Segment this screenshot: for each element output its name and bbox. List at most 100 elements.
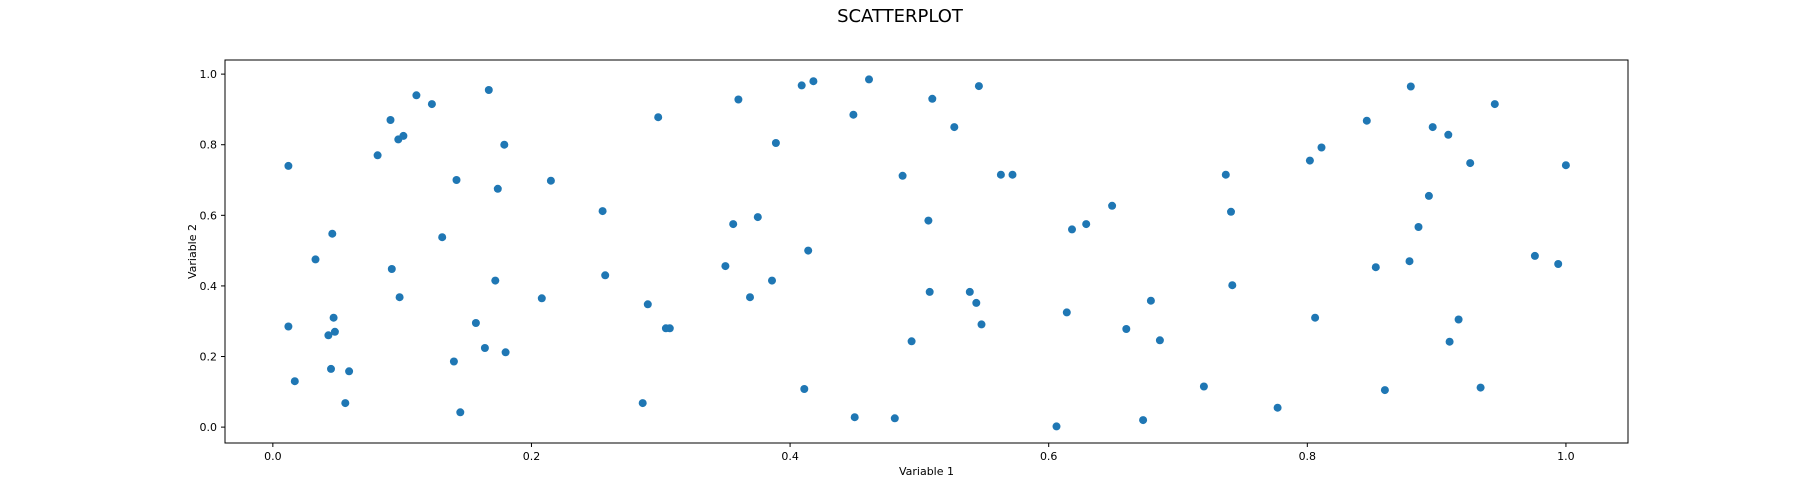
scatter-point [500, 140, 509, 149]
scatter-point [546, 176, 555, 185]
scatter-point [729, 220, 738, 229]
scatter-point [1082, 220, 1091, 229]
scatter-point [345, 367, 354, 376]
scatter-point [1273, 403, 1282, 412]
scatter-point [1122, 325, 1131, 333]
scatter-point [753, 213, 762, 222]
scatter-point [284, 161, 293, 170]
scatter-point [1155, 336, 1164, 345]
scatter-point [1228, 281, 1237, 290]
y-tick-label: 0.6 [200, 209, 218, 222]
scatter-point [928, 94, 937, 103]
chart-title: SCATTERPLOT [837, 6, 963, 27]
scatter-point [373, 151, 382, 160]
scatter-point [977, 320, 986, 329]
scatter-point [1317, 143, 1326, 152]
scatter-point [1380, 386, 1389, 395]
x-tick-label: 0.8 [1299, 450, 1317, 463]
scatter-point [1221, 170, 1230, 179]
scatter-point [438, 233, 447, 242]
scatter-point [290, 377, 299, 386]
scatter-point [1068, 225, 1076, 234]
scatter-point [974, 82, 983, 91]
y-tick-label: 0.8 [200, 139, 218, 152]
x-tick-label: 1.0 [1557, 450, 1575, 463]
x-tick-label: 0.6 [1040, 450, 1058, 463]
y-tick-label: 0.4 [200, 280, 218, 293]
scatter-point [1406, 82, 1415, 91]
y-tick-label: 0.2 [200, 351, 218, 364]
scatter-point [341, 399, 350, 408]
x-tick-label: 0.4 [781, 450, 799, 463]
scatter-point [537, 294, 546, 303]
scatter-point [328, 229, 337, 238]
scatter-point [1199, 382, 1208, 391]
scatter-point [501, 348, 510, 357]
scatter-point [950, 123, 959, 132]
x-tick-label: 0.2 [523, 450, 541, 463]
scatter-point [865, 75, 873, 84]
y-tick-label: 1.0 [200, 68, 218, 81]
scatter-point [849, 110, 858, 119]
scatter-point [809, 77, 818, 86]
scatter-point [925, 287, 934, 296]
scatter-point [598, 207, 607, 216]
scatter-point [452, 176, 461, 184]
scatter-point [386, 116, 395, 124]
scatter-point [771, 139, 780, 147]
scatter-point [890, 414, 899, 423]
scatter-point [1476, 383, 1485, 392]
scatter-point [924, 216, 933, 225]
scatter-point [1305, 156, 1314, 165]
scatter-point [665, 324, 674, 333]
scatter-point [1445, 337, 1454, 346]
scatter-point [449, 357, 458, 366]
scatter-point [1454, 315, 1463, 324]
scatter-point [804, 246, 813, 255]
scatter-point [1052, 422, 1061, 431]
x-axis-ticks: 0.0 0.2 0.4 0.6 0.8 1.0 [264, 443, 1575, 463]
scatter-point [471, 319, 480, 327]
scatter-point [311, 255, 320, 264]
y-tick-label: 0.0 [200, 421, 218, 434]
scatter-point [1561, 161, 1570, 170]
scatter-point [972, 298, 981, 307]
scatter-point [1444, 130, 1453, 139]
scatter-point [1405, 257, 1414, 266]
scatter-point [638, 399, 647, 408]
scatter-point [1008, 170, 1017, 179]
scatter-point [1139, 416, 1148, 425]
scatter-point [643, 300, 652, 309]
scatter-point [1311, 313, 1320, 322]
scatter-point [746, 293, 754, 302]
scatter-point [329, 313, 338, 322]
plot-frame [224, 59, 1629, 444]
scatter-point [456, 408, 465, 417]
scatter-point [1108, 201, 1117, 210]
scatter-point [1146, 296, 1155, 305]
scatter-point [327, 364, 335, 373]
scatter-point [399, 131, 408, 140]
scatter-point [768, 276, 776, 285]
scatter-point [395, 293, 404, 302]
scatter-point [284, 322, 293, 331]
scatter-point [480, 344, 489, 352]
scatter-point [797, 81, 806, 90]
scatter-point [412, 91, 421, 100]
scatter-point [898, 171, 907, 180]
scatter-point [493, 184, 502, 193]
scatter-point [996, 170, 1005, 179]
scatter-point [907, 337, 916, 346]
scatter-point [654, 113, 663, 122]
scatter-point [1062, 308, 1071, 317]
scatter-point [1371, 263, 1380, 272]
scatter-point [387, 265, 396, 273]
y-axis-ticks: 0.0 0.2 0.4 0.6 0.8 1.0 [200, 68, 225, 434]
scatter-point [1362, 116, 1371, 125]
scatter-point [1530, 251, 1539, 260]
scatter-point [800, 385, 809, 393]
scatter-point [1424, 191, 1433, 200]
scatter-point [601, 271, 610, 280]
points-layer [284, 75, 1570, 431]
